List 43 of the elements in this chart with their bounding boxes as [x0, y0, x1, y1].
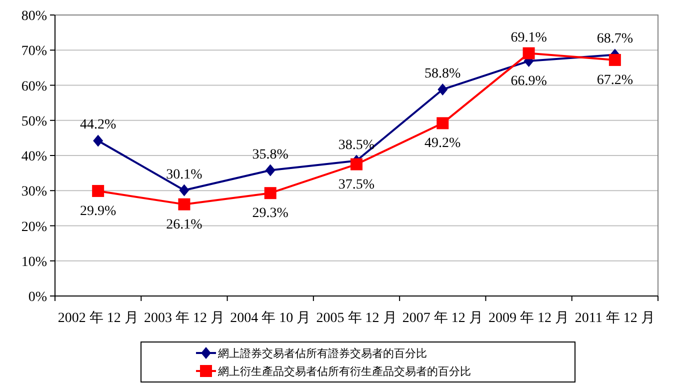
data-label: 26.1%: [166, 217, 203, 232]
x-tick-label: 2005 年 12 月: [316, 310, 397, 326]
y-tick-label: 20%: [21, 220, 48, 235]
y-tick-label: 80%: [21, 9, 48, 24]
point: [350, 158, 362, 170]
data-label: 30.1%: [166, 167, 203, 182]
point: [608, 54, 621, 66]
data-label: 58.8%: [424, 66, 462, 82]
point: [436, 117, 449, 130]
point: [179, 184, 190, 196]
point: [92, 184, 104, 197]
data-label: 49.2%: [424, 136, 462, 152]
data-label: 44.2%: [80, 118, 116, 133]
data-label: 69.1%: [510, 30, 548, 46]
data-label: 66.9%: [510, 74, 548, 90]
x-tick-label: 2007 年 12 月: [402, 310, 483, 326]
point: [438, 83, 448, 96]
x-tick-label: 2003 年 12 月: [144, 310, 224, 326]
y-tick-label: 30%: [21, 184, 48, 200]
y-tick-label: 40%: [21, 150, 48, 164]
point: [178, 198, 190, 210]
y-tick-label: 60%: [21, 79, 48, 94]
x-tick-label: 2011 年 12 月: [574, 310, 655, 326]
point: [265, 164, 276, 176]
data-label: 67.2%: [596, 72, 634, 88]
data-label: 38.5%: [338, 138, 375, 153]
y-tick-label: 0%: [28, 290, 48, 305]
point: [522, 47, 535, 60]
x-tick-label: 2009 年 12 月: [488, 310, 570, 326]
legend-label: 網上衍生產品交易者佔所有衍生產品交易者的百分比: [217, 365, 471, 378]
y-tick-label: 10%: [21, 254, 48, 270]
data-label: 68.7%: [596, 32, 634, 47]
legend-label: 網上證券交易者佔所有證券交易者的百分比: [217, 347, 427, 360]
y-tick-label: 50%: [21, 114, 48, 130]
data-label: 29.9%: [80, 204, 116, 219]
x-tick-label: 2002 年 12 月: [58, 310, 138, 326]
x-tick-label: 2004 年 10 月: [230, 310, 311, 326]
data-label: 37.5%: [338, 177, 375, 192]
data-label: 35.8%: [252, 147, 289, 162]
point: [93, 134, 104, 147]
data-label: 29.3%: [252, 206, 289, 222]
y-tick-label: 70%: [21, 44, 48, 60]
point: [264, 187, 276, 200]
